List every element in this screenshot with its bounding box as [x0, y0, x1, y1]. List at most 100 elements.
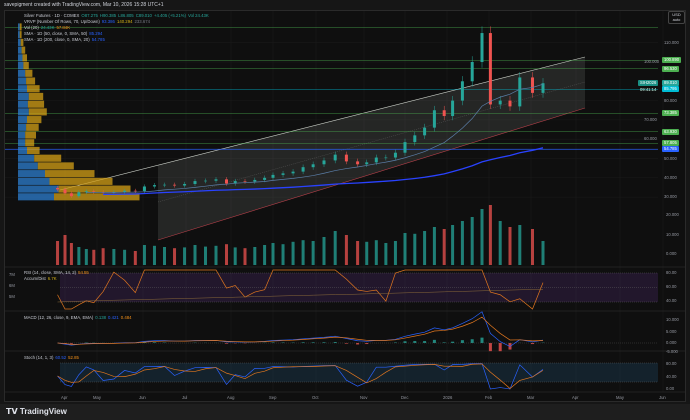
volume-bar	[271, 243, 275, 265]
volume-profile-down-bar	[19, 23, 22, 31]
symbol-name[interactable]: Silver Futures · 1D · COMEX	[24, 13, 80, 18]
volume-profile-down-bar	[21, 46, 26, 54]
volume-profile-up-bar	[18, 23, 20, 31]
change-value: +4.405 (+5.21%)	[153, 13, 186, 18]
currency-button[interactable]: USD auto	[668, 11, 685, 24]
candle-body	[133, 190, 137, 192]
volume-profile-down-bar	[26, 77, 36, 85]
candle-body	[142, 186, 146, 192]
time-axis-label: Mar	[527, 395, 535, 400]
candle-body	[393, 152, 397, 158]
volume-profile-up-bar	[18, 146, 27, 155]
legend-main: Silver Futures · 1D · COMEX O87.275 H90.38…	[22, 13, 209, 18]
volume-bar	[344, 235, 348, 265]
volume-bar	[173, 248, 177, 265]
candle-body	[384, 157, 388, 159]
candle-body	[374, 157, 378, 163]
legend-ad[interactable]: Accum/Dist 6.7K	[22, 276, 57, 281]
macd-histogram-bar	[403, 341, 407, 343]
volume-profile-up-bar	[18, 116, 27, 124]
candle-body	[163, 184, 166, 186]
time-axis-label: May	[93, 395, 101, 400]
candle-body	[281, 173, 285, 175]
contract-tag: SIH2026	[638, 80, 659, 87]
volume-bar	[183, 247, 187, 265]
price-tag: 85.795	[662, 86, 679, 93]
volume-bar	[243, 248, 247, 265]
volume-bar	[281, 244, 285, 265]
volume-bar	[365, 241, 369, 265]
macd-histogram-bar	[498, 343, 502, 352]
volume-profile-up-bar	[18, 62, 24, 70]
sma50-label: SMA · 1D (50, close, 0, SMA, 50)	[24, 31, 88, 36]
volume-bar	[451, 225, 455, 265]
candle-body	[480, 33, 484, 62]
candle-body	[432, 110, 436, 128]
volume-bar	[263, 245, 267, 265]
price-tag: 63.930	[662, 128, 679, 135]
legend-macd[interactable]: MACD (12, 26, close, 9, EMA, EMA) 0.138 0.…	[22, 315, 132, 320]
rsi-axis-label: 40.00	[666, 298, 677, 303]
rsi-line	[57, 269, 544, 310]
volume-profile-up-bar	[18, 77, 27, 85]
left-scale-label: 7M	[9, 272, 15, 277]
volume-axis-label: 0.000	[666, 251, 677, 256]
volume-profile-up-bar	[18, 108, 29, 116]
legend-volume[interactable]: Vol (20) 24.43K 57.84K	[22, 25, 70, 30]
volume-bar	[101, 248, 105, 265]
macd-histogram-bar	[333, 342, 337, 343]
sma-200-line	[103, 147, 544, 195]
volume-bar	[322, 237, 326, 265]
currency-label: USD	[672, 12, 681, 17]
macd-histogram-bar	[423, 341, 427, 343]
candle-body	[233, 181, 237, 184]
macd-axis-label: 5.000	[666, 329, 677, 334]
time-axis-label: Apr	[61, 395, 68, 400]
macd-histogram-bar	[432, 339, 436, 343]
volume-profile-down-bar	[26, 123, 39, 131]
tradingview-logo[interactable]: 𝗧𝗩 TradingView	[6, 407, 67, 416]
candle-body	[531, 77, 534, 93]
legend-sma200[interactable]: SMA · 1D (200, close, 0, SMA, 20) 54.785	[22, 37, 105, 42]
macd-label: MACD (12, 26, close, 9, EMA, EMA)	[24, 315, 94, 320]
chart-frame[interactable]	[4, 10, 686, 402]
candle-body	[365, 162, 369, 165]
macd-axis-label: -5.000	[666, 349, 678, 354]
time-axis-label: Apr	[572, 395, 579, 400]
vol-label: Vol (20)	[24, 25, 39, 30]
ad-label: Accum/Dist	[24, 276, 46, 281]
vrvp-total: 233.674	[134, 19, 151, 24]
macd-histogram-bar	[365, 343, 369, 345]
macd-histogram-bar	[322, 342, 326, 343]
macd-histogram-bar	[311, 342, 315, 343]
volume-profile-up-bar	[18, 185, 59, 193]
candle-body	[173, 184, 177, 186]
vrvp-down: 140.294	[116, 19, 133, 24]
volume-profile-down-bar	[28, 92, 44, 100]
legend-stoch[interactable]: Stoch (14, 1, 3) 60.52 52.85	[22, 355, 79, 360]
candle-body	[356, 161, 360, 165]
volume-profile-up-bar	[18, 100, 28, 108]
volume-bar	[152, 245, 156, 265]
volume-bar	[69, 243, 73, 265]
vol-v1: 24.43K	[40, 25, 55, 30]
volume-bar	[333, 231, 337, 265]
time-axis-label: Dec	[401, 395, 409, 400]
volume-profile-up-bar	[18, 162, 38, 170]
volume-bar	[225, 244, 228, 265]
legend-sma50[interactable]: SMA · 1D (50, close, 0, SMA, 50) 85.294	[22, 31, 102, 36]
legend-vrvp[interactable]: VRVP (Number Of Rows, 70, Up/Down) 93.386…	[22, 19, 150, 24]
macd-histogram-bar	[470, 339, 474, 343]
volume-profile-up-bar	[18, 69, 26, 77]
volume-profile-up-bar	[18, 31, 20, 39]
time-axis-label: Sep	[269, 395, 277, 400]
volume-profile-down-bar	[27, 146, 40, 155]
volume-bar	[77, 247, 81, 265]
price-tag: 57.805	[662, 140, 679, 147]
open-value: O87.275	[81, 13, 98, 18]
price-tag: 89.010	[662, 80, 679, 87]
legend-rsi[interactable]: RSI (14, close, SMA, 14, 2) 54.55	[22, 270, 89, 275]
time-axis-label: Jun	[659, 395, 666, 400]
candle-body	[460, 81, 464, 101]
